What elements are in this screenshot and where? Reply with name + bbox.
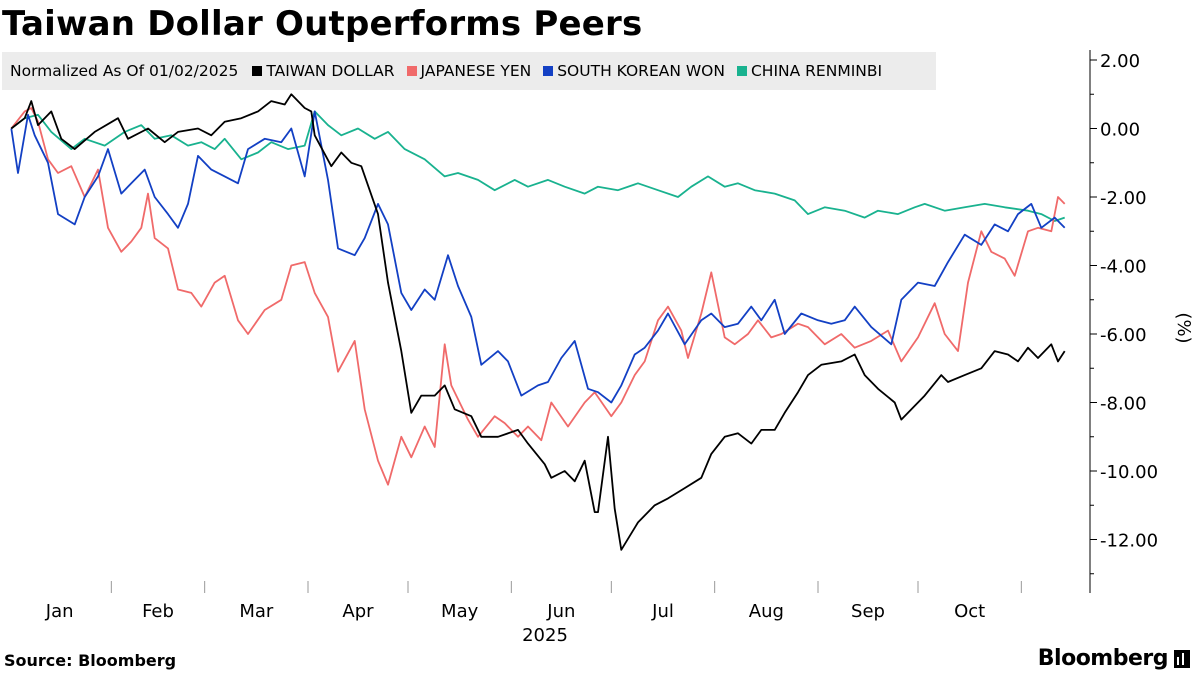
brand-logo: Bloomberg [1038,646,1190,671]
x-tick-label: May [441,601,479,622]
x-tick-label: Jun [546,601,575,622]
series-line-south-korean-won [10,110,1066,404]
y-tick-label: -10.00 [1100,462,1158,483]
legend-swatch-south-korean-won [543,66,554,76]
y-axis-label: (%) [1173,312,1194,343]
legend-note: Normalized As Of 01/02/2025 [10,62,239,80]
x-year-label: 2025 [522,625,568,646]
x-tick-label: Oct [954,601,985,622]
legend-label-china-renminbi: CHINA RENMINBI [750,62,883,80]
series-line-taiwan-dollar [10,93,1066,551]
bloomberg-terminal-icon [1174,649,1190,668]
chart-title: Taiwan Dollar Outperforms Peers [2,4,643,44]
x-tick-label: Mar [239,601,274,622]
legend-item-china-renminbi: CHINA RENMINBI [736,62,883,80]
y-tick-label: -8.00 [1100,394,1147,415]
legend-label-taiwan-dollar: TAIWAN DOLLAR [266,62,395,80]
legend-item-taiwan-dollar: TAIWAN DOLLAR [252,62,395,80]
y-tick-label: -12.00 [1100,531,1158,552]
y-tick-label: -4.00 [1100,257,1147,278]
legend-swatch-japanese-yen [406,66,417,76]
y-tick-label: 0.00 [1100,120,1140,141]
x-tick-label: Aug [749,601,784,622]
x-tick-label: Apr [342,601,374,622]
y-tick-label: 2.00 [1100,51,1140,72]
legend-label-japanese-yen: JAPANESE YEN [420,62,532,80]
series-line-china-renminbi [10,110,1065,222]
y-tick-label: -6.00 [1100,325,1147,346]
legend-item-south-korean-won: SOUTH KOREAN WON [543,62,725,80]
y-tick-label: -2.00 [1100,188,1147,209]
legend-label-south-korean-won: SOUTH KOREAN WON [557,62,725,80]
legend-swatch-china-renminbi [736,66,747,76]
x-tick-label: Jul [651,601,674,622]
brand-name: Bloomberg [1037,646,1169,671]
x-tick-label: Jan [45,601,74,622]
source-note: Source: Bloomberg [4,651,177,670]
legend-swatch-taiwan-dollar [252,66,263,76]
series-line-japanese-yen [10,107,1066,486]
legend: Normalized As Of 01/02/2025 TAIWAN DOLLA… [2,52,936,90]
legend-item-japanese-yen: JAPANESE YEN [406,62,532,80]
x-tick-label: Sep [851,601,885,622]
x-tick-label: Feb [142,601,174,622]
